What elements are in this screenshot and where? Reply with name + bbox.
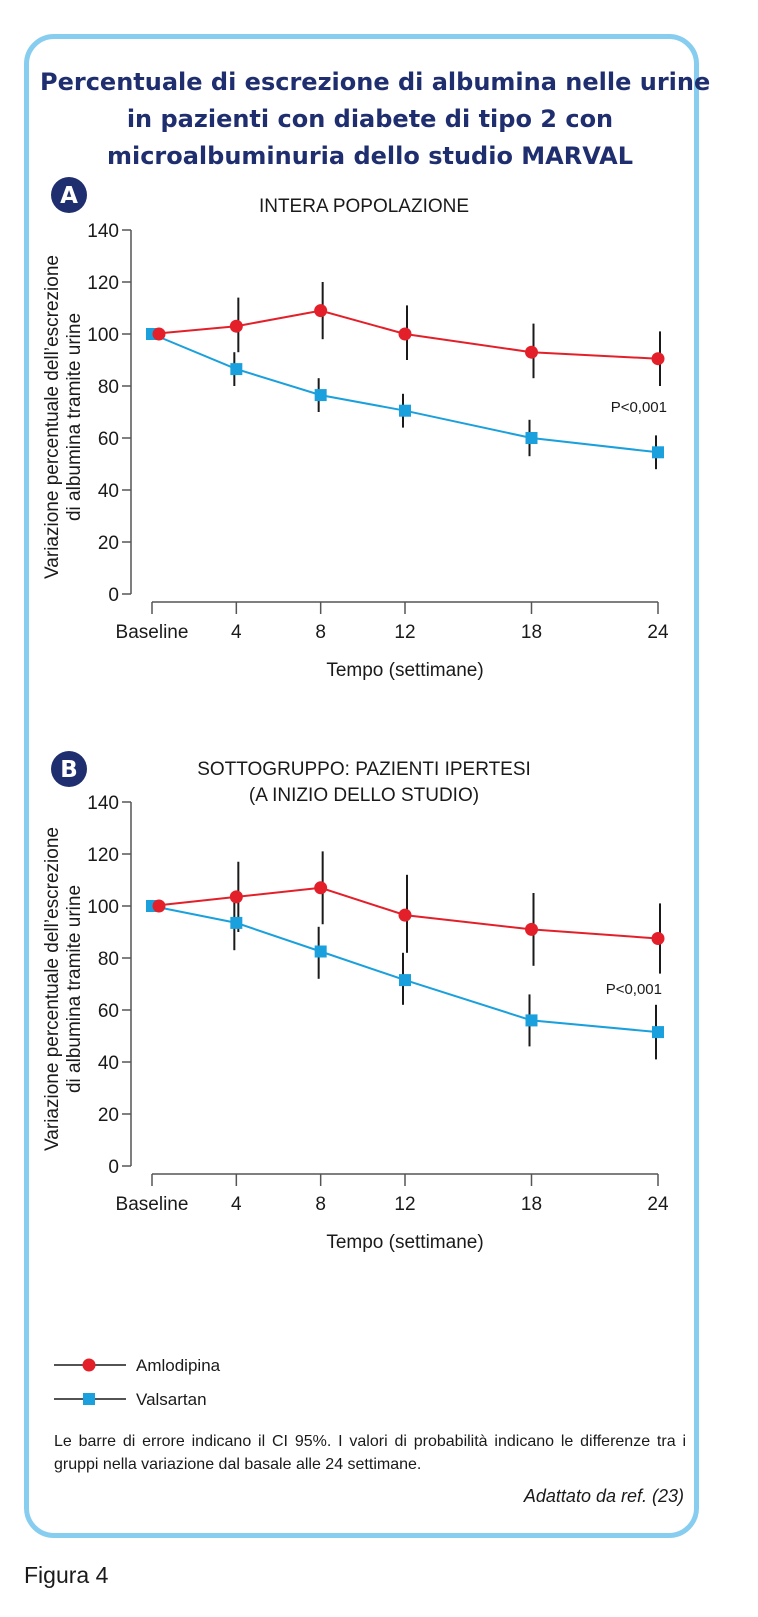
- panel-badge-label: B: [60, 757, 78, 783]
- y-axis-label-line: di albumina tramite urine: [64, 885, 85, 1093]
- data-point-valsartan: [230, 916, 243, 929]
- data-point-amlodipina: [229, 890, 243, 904]
- x-tick-label: 18: [521, 622, 542, 643]
- series-line-valsartan: [151, 333, 659, 454]
- x-tick-label: 24: [647, 1194, 669, 1215]
- y-tick-label: 60: [98, 1001, 119, 1022]
- data-point-amlodipina: [314, 881, 328, 895]
- data-point-amlodipina: [398, 908, 412, 922]
- data-point-valsartan: [652, 1026, 664, 1039]
- y-tick-label: 140: [87, 793, 119, 814]
- legend-swatch-valsartan: [54, 1393, 126, 1405]
- data-point-amlodipina: [651, 932, 665, 945]
- series-line-amlodipina: [151, 886, 659, 940]
- x-tick-label: 24: [647, 622, 669, 643]
- panel-title: SOTTOGRUPPO: PAZIENTI IPERTESI: [197, 759, 531, 780]
- y-tick-label: 120: [87, 845, 119, 866]
- figure-label: Figura 4: [24, 1562, 109, 1588]
- data-point-valsartan: [314, 389, 327, 402]
- data-point-amlodipina: [651, 352, 665, 366]
- data-point-amlodipina: [398, 327, 412, 341]
- y-axis-label-line: Variazione percentuale dell’escrezione: [42, 255, 63, 579]
- data-point-amlodipina: [525, 345, 538, 359]
- chart-b: B SOTTOGRUPPO: PAZIENTI IPERTESI (A INIZIO…: [42, 751, 669, 1253]
- x-tick-label: Baseline: [116, 622, 189, 643]
- panel-title: INTERA POPOLAZIONE: [259, 196, 469, 217]
- y-axis-label-line: Variazione percentuale dell’escrezione: [42, 827, 63, 1151]
- x-tick-label: 18: [521, 1194, 542, 1215]
- data-point-valsartan: [525, 432, 538, 444]
- p-value-annotation: P<0,001: [606, 981, 662, 998]
- y-tick-label: 80: [98, 949, 119, 970]
- legend-swatch-amlodipina: [54, 1358, 126, 1372]
- y-tick-label: 100: [87, 897, 119, 918]
- panel-badge: [51, 177, 87, 213]
- data-point-valsartan: [230, 363, 243, 376]
- panel-badge: [51, 751, 87, 787]
- y-axis-label: Variazione percentuale dell’escrezionedi…: [42, 827, 85, 1151]
- data-point-valsartan: [399, 974, 411, 987]
- data-point-amlodipina: [152, 327, 166, 341]
- x-tick-label: 4: [231, 622, 242, 643]
- data-point-valsartan: [314, 945, 327, 958]
- y-tick-label: 40: [98, 1053, 119, 1074]
- chart-a: A INTERA POPOLAZIONE 0 20 40 60 80 100 120 140 Bas…: [42, 177, 669, 681]
- data-point-amlodipina: [314, 304, 328, 318]
- y-tick-label: 40: [98, 481, 119, 502]
- title-line: in pazienti con diabete di tipo 2 con: [126, 105, 614, 133]
- x-tick-label: 8: [315, 622, 326, 643]
- x-axis-label: Tempo (settimane): [326, 660, 483, 681]
- y-tick-label: 60: [98, 429, 119, 450]
- series-line-amlodipina: [151, 309, 659, 360]
- p-value-annotation: P<0,001: [611, 399, 667, 416]
- legend: Amlodipina Valsartan: [52, 1352, 352, 1442]
- legend-label-amlodipina: Amlodipina: [136, 1356, 221, 1375]
- footnote: Le barre di errore indicano il CI 95%. I…: [54, 1433, 686, 1473]
- source-note: Adattato da ref. (23): [523, 1486, 684, 1506]
- title-line: Percentuale di escrezione di albumina ne…: [40, 68, 711, 96]
- data-point-amlodipina: [229, 319, 243, 333]
- figure-title: Percentuale di escrezione di albumina ne…: [40, 64, 711, 175]
- y-tick-label: 100: [87, 325, 119, 346]
- series-line-valsartan: [151, 905, 659, 1034]
- data-point-valsartan: [525, 1014, 538, 1027]
- legend-label-valsartan: Valsartan: [136, 1390, 207, 1409]
- data-point-valsartan: [652, 446, 664, 459]
- x-tick-label: 12: [394, 622, 415, 643]
- x-tick-label: Baseline: [116, 1194, 189, 1215]
- x-tick-label: 4: [231, 1194, 242, 1215]
- panel-badge-label: A: [60, 183, 78, 209]
- data-point-amlodipina: [525, 922, 538, 936]
- title-line: microalbuminuria dello studio MARVAL: [106, 142, 634, 170]
- data-point-amlodipina: [152, 899, 166, 913]
- y-tick-label: 0: [108, 585, 119, 606]
- y-tick-label: 140: [87, 221, 119, 242]
- y-axis-label-line: di albumina tramite urine: [64, 313, 85, 521]
- y-tick-label: 0: [108, 1157, 119, 1178]
- figure-frame: [24, 34, 699, 1538]
- y-tick-label: 20: [98, 533, 119, 554]
- y-tick-label: 120: [87, 273, 119, 294]
- x-axis-label: Tempo (settimane): [326, 1232, 483, 1253]
- data-point-valsartan: [399, 404, 411, 417]
- y-tick-label: 80: [98, 377, 119, 398]
- y-tick-label: 20: [98, 1105, 119, 1126]
- x-tick-label: 12: [394, 1194, 415, 1215]
- panel-title: (A INIZIO DELLO STUDIO): [249, 785, 479, 806]
- y-axis-label: Variazione percentuale dell’escrezionedi…: [42, 255, 85, 579]
- x-tick-label: 8: [315, 1194, 326, 1215]
